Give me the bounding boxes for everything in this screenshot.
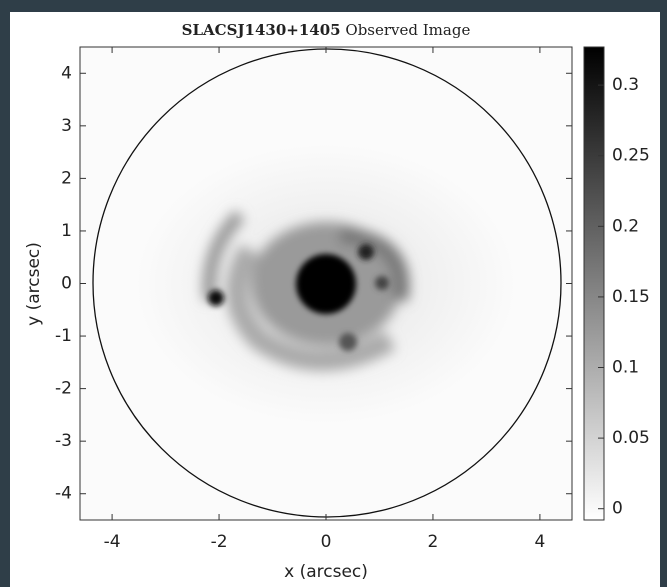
title-name: SLACSJ1430+1405: [182, 21, 341, 39]
colorbar: [583, 46, 605, 521]
colorbar-tick-label: 0: [612, 499, 623, 519]
y-tick-label: 1: [61, 221, 72, 241]
title-rest: Observed Image: [345, 21, 470, 39]
x-tick-label: -2: [211, 532, 228, 552]
x-tick-label: -4: [104, 532, 121, 552]
y-tick-label: -4: [55, 484, 72, 504]
x-tick-label: 2: [428, 532, 439, 552]
y-tick-label: 3: [61, 116, 72, 136]
colorbar-tick-label: 0.05: [612, 428, 650, 448]
y-tick-label: -3: [55, 431, 72, 451]
y-tick-label: 2: [61, 168, 72, 188]
x-tick-label: 0: [321, 532, 332, 552]
x-axis-label: x (arcsec): [284, 562, 368, 582]
y-axis-label: y (arcsec): [24, 242, 44, 326]
observed-image: [92, 48, 562, 518]
chart-title: SLACSJ1430+1405 Observed Image: [182, 21, 471, 39]
y-tick-label: 0: [61, 274, 72, 294]
colorbar-tick-label: 0.3: [612, 75, 639, 95]
colorbar-tick-label: 0.15: [612, 287, 650, 307]
y-tick-label: 4: [61, 63, 72, 83]
colorbar-tick-label: 0.25: [612, 146, 650, 166]
y-tick-label: -1: [55, 326, 72, 346]
x-tick-label: 4: [534, 532, 545, 552]
colorbar-tick-label: 0.2: [612, 216, 639, 236]
colorbar-tick-label: 0.1: [612, 358, 639, 378]
y-tick-label: -2: [55, 379, 72, 399]
